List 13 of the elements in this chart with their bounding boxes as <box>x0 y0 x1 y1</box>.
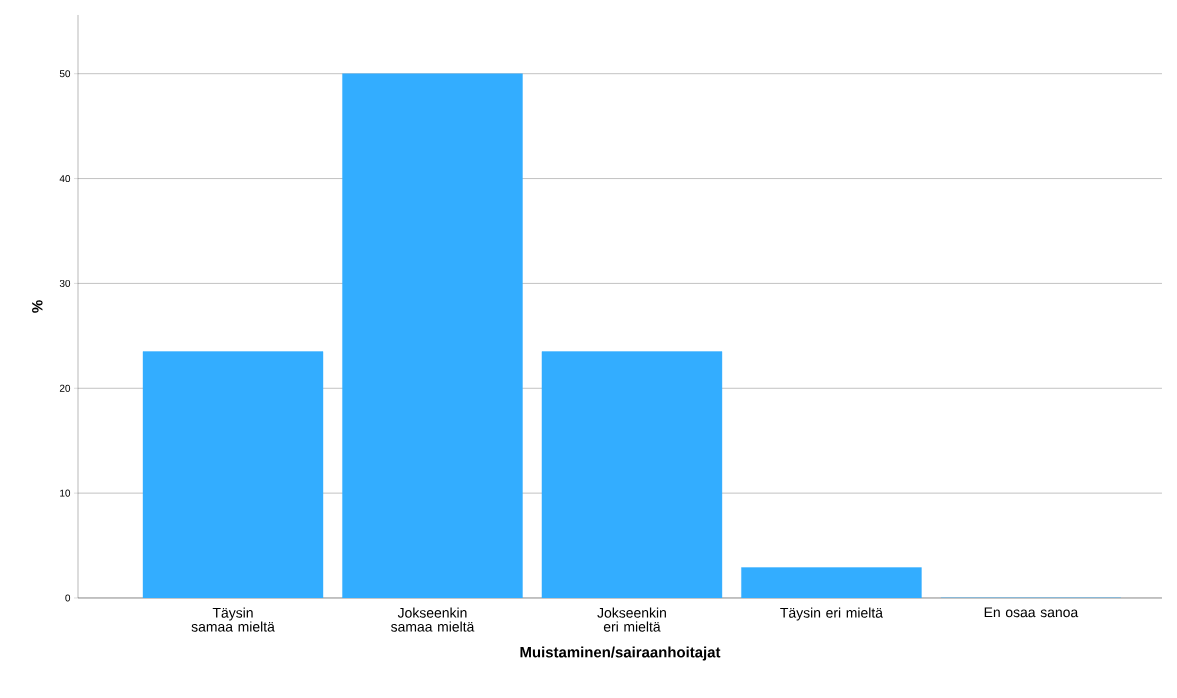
x-tick-label: Täysin samaa mieltä <box>191 607 275 632</box>
x-tick-label: Jokseenkin eri mieltä <box>597 607 666 632</box>
y-tick-label: 10 <box>60 489 71 497</box>
y-tick-label: 50 <box>59 70 71 78</box>
y-tick-label: 30 <box>59 279 71 287</box>
x-tick-label: En osaa sanoa <box>984 607 1079 618</box>
x-tick-label: Jokseenkin samaa mieltä <box>391 607 475 632</box>
y-tick-label: 20 <box>59 384 71 392</box>
y-tick-label: 40 <box>59 175 71 183</box>
y-axis-title: % <box>32 300 43 313</box>
x-axis-title: Muistaminen/sairaanhoitajat <box>520 646 721 661</box>
x-tick-label: Täysin eri mieltä <box>780 607 883 621</box>
y-tick-label: 0 <box>65 594 71 602</box>
